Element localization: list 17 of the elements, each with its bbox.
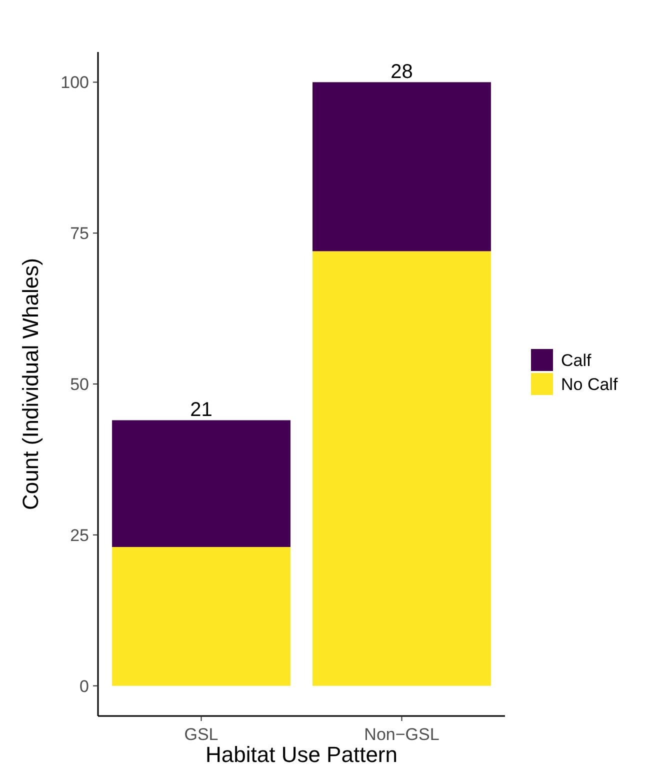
y-tick-label: 0 bbox=[80, 676, 89, 696]
y-tick-label: 75 bbox=[70, 224, 89, 244]
legend-label: Calf bbox=[561, 350, 592, 370]
x-axis-title: Habitat Use Pattern bbox=[206, 742, 398, 767]
bar bbox=[312, 82, 491, 252]
y-tick-label: 50 bbox=[70, 374, 89, 394]
data-label: 21 bbox=[190, 399, 212, 422]
y-axis-title: Count (Individual Whales) bbox=[18, 258, 43, 510]
x-tick-label: GSL bbox=[184, 725, 218, 744]
x-tick-label: Non−GSL bbox=[364, 725, 440, 744]
data-label: 28 bbox=[390, 61, 413, 84]
y-tick-label: 100 bbox=[60, 73, 89, 92]
bar bbox=[112, 546, 290, 686]
bar bbox=[112, 420, 290, 547]
bar bbox=[312, 251, 491, 686]
legend-label: No Calf bbox=[561, 374, 618, 394]
y-tick-label: 25 bbox=[70, 526, 89, 545]
